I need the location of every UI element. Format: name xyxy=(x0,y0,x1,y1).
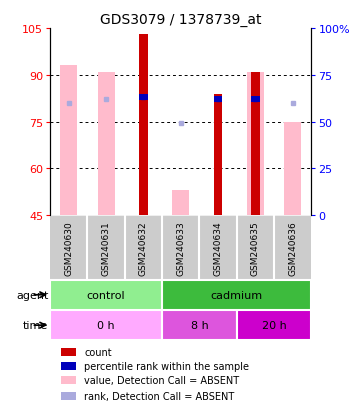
Bar xyxy=(237,310,311,341)
Bar xyxy=(61,66,77,216)
Bar xyxy=(251,97,260,103)
Text: value, Detection Call = ABSENT: value, Detection Call = ABSENT xyxy=(84,375,239,385)
Bar xyxy=(214,97,222,103)
Text: 8 h: 8 h xyxy=(190,320,208,330)
Bar xyxy=(61,362,76,370)
Bar xyxy=(139,95,147,101)
Text: rank, Detection Call = ABSENT: rank, Detection Call = ABSENT xyxy=(84,391,234,401)
Text: control: control xyxy=(87,290,125,300)
Bar xyxy=(247,73,264,216)
Bar xyxy=(173,191,189,216)
Text: 20 h: 20 h xyxy=(262,320,286,330)
Text: GSM240634: GSM240634 xyxy=(214,221,223,275)
Text: agent: agent xyxy=(16,290,48,300)
Text: GSM240631: GSM240631 xyxy=(102,221,111,275)
Bar xyxy=(50,310,162,341)
Text: GSM240636: GSM240636 xyxy=(288,221,297,275)
Text: 0 h: 0 h xyxy=(97,320,115,330)
Bar xyxy=(162,310,237,341)
Bar xyxy=(50,280,162,310)
Text: GSM240630: GSM240630 xyxy=(64,221,73,275)
Text: time: time xyxy=(23,320,48,330)
Bar xyxy=(162,280,311,310)
Text: GSM240633: GSM240633 xyxy=(176,221,185,275)
Bar xyxy=(139,35,147,216)
Text: percentile rank within the sample: percentile rank within the sample xyxy=(84,361,249,371)
Bar xyxy=(98,73,115,216)
Bar xyxy=(251,73,260,216)
Bar xyxy=(214,94,222,216)
Bar xyxy=(61,376,76,385)
Title: GDS3079 / 1378739_at: GDS3079 / 1378739_at xyxy=(100,12,262,26)
Text: cadmium: cadmium xyxy=(211,290,263,300)
Text: count: count xyxy=(84,347,112,357)
Bar xyxy=(61,348,76,356)
Text: GSM240632: GSM240632 xyxy=(139,221,148,275)
Text: GSM240635: GSM240635 xyxy=(251,221,260,275)
Bar xyxy=(284,122,301,216)
Bar xyxy=(61,392,76,400)
